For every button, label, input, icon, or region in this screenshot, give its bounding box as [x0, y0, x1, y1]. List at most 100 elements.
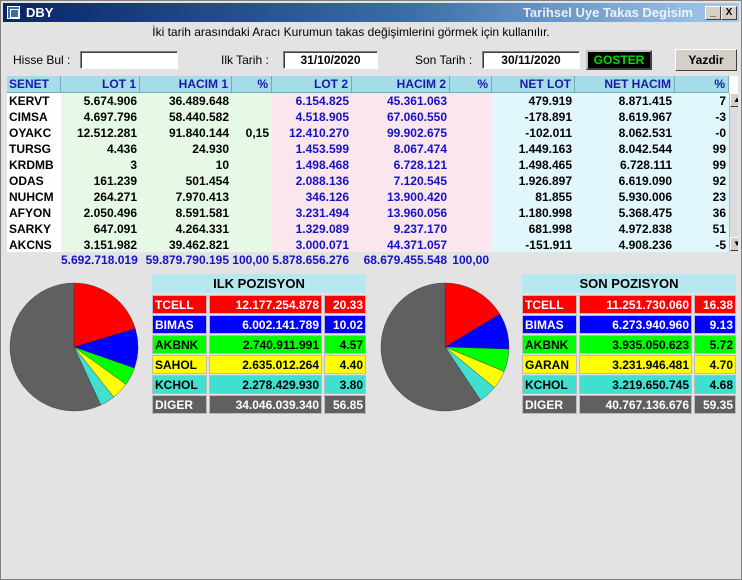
table-row[interactable]: AFYON 2.050.496 8.591.581 3.231.494 13.960.0… — [7, 205, 738, 222]
scroll-up-icon[interactable]: ▲ — [730, 93, 738, 107]
son-pozisyon-row: KCHOL 3.219.650.745 4.68 — [522, 375, 736, 394]
cell-net-pct: 99 — [675, 157, 729, 174]
cell-senet: CIMSA — [7, 109, 61, 126]
son-pozisyon-row: BIMAS 6.273.940.960 9.13 — [522, 315, 736, 334]
close-button[interactable]: X — [721, 6, 737, 20]
son-name-cell: GARAN — [522, 355, 577, 374]
cell-net-pct: 99 — [675, 141, 729, 158]
cell-net-hacim: 5.930.006 — [575, 189, 675, 206]
cell-senet: NUHCM — [7, 189, 61, 206]
table-row[interactable]: TURSG 4.436 24.930 1.453.599 8.067.474 1.449.… — [7, 141, 738, 158]
cell-net-pct: -3 — [675, 109, 729, 126]
cell-lot-1: 2.050.496 — [61, 205, 140, 222]
total-lot-1: 5.692.718.019 — [61, 253, 138, 266]
table-row[interactable]: KRDMB 3 10 1.498.468 6.728.121 1.498.465 6.728… — [7, 157, 738, 174]
table-row[interactable]: SARKY 647.091 4.264.331 1.329.089 9.237.170 6… — [7, 221, 738, 238]
scroll-down-icon[interactable]: ▼ — [730, 237, 738, 251]
cell-senet: AFYON — [7, 205, 61, 222]
cell-net-pct: -0 — [675, 125, 729, 142]
ilk-percent-cell: 56.85 — [324, 395, 366, 414]
cell-hacim-1: 10 — [140, 157, 232, 174]
goster-button[interactable]: GOSTER — [586, 50, 652, 70]
ilk-percent-cell: 4.57 — [324, 335, 366, 354]
column-header-hacim-1[interactable]: HACIM 1 — [140, 76, 232, 93]
ilk-pozisyon-title: ILK POZISYON — [152, 274, 366, 293]
ilk-pozisyon-row: KCHOL 2.278.429.930 3.80 — [152, 375, 366, 394]
ilk-name-cell: BIMAS — [152, 315, 207, 334]
cell-pct-2 — [450, 141, 492, 158]
son-pozisyon-title: SON POZISYON — [522, 274, 736, 293]
cell-net-lot: 479.919 — [492, 93, 575, 110]
cell-hacim-1: 7.970.413 — [140, 189, 232, 206]
column-header-hacim-2[interactable]: HACIM 2 — [352, 76, 450, 93]
cell-pct-2 — [450, 109, 492, 126]
cell-net-hacim: 5.368.475 — [575, 205, 675, 222]
ilk-name-cell: SAHOL — [152, 355, 207, 374]
ilk-pie-svg — [9, 282, 139, 412]
cell-lot-1: 264.271 — [61, 189, 140, 206]
cell-net-hacim: 4.972.838 — [575, 221, 675, 238]
table-row[interactable]: AKCNS 3.151.982 39.462.821 3.000.071 44.371.… — [7, 237, 738, 254]
table-row[interactable]: OYAKC 12.512.281 91.840.144 0,15 12.410.270 9… — [7, 125, 738, 142]
yazdir-button[interactable]: Yazdir — [675, 49, 737, 71]
column-header-pct-2[interactable]: % — [450, 76, 492, 93]
cell-hacim-2: 13.960.056 — [352, 205, 450, 222]
cell-net-lot: 81.855 — [492, 189, 575, 206]
total-pct-1: 100,00 — [232, 253, 269, 266]
cell-lot-1: 161.239 — [61, 173, 140, 190]
cell-pct-1 — [232, 141, 272, 158]
search-input[interactable] — [80, 51, 178, 69]
cell-pct-1 — [232, 109, 272, 126]
table-row[interactable]: NUHCM 264.271 7.970.413 346.126 13.900.420 81… — [7, 189, 738, 206]
column-header-senet[interactable]: SENET — [7, 76, 61, 93]
cell-hacim-1: 8.591.581 — [140, 205, 232, 222]
son-name-cell: KCHOL — [522, 375, 577, 394]
column-header-net-pct[interactable]: % — [675, 76, 729, 93]
cell-net-lot: -102.011 — [492, 125, 575, 142]
cell-hacim-1: 91.840.144 — [140, 125, 232, 142]
cell-lot-2: 6.154.825 — [272, 93, 352, 110]
minimize-button[interactable]: _ — [705, 6, 721, 20]
ilk-percent-cell: 10.02 — [324, 315, 366, 334]
ilk-slice-tcell — [73, 282, 136, 348]
cell-lot-1: 3.151.982 — [61, 237, 140, 254]
cell-lot-1: 3 — [61, 157, 140, 174]
total-pct-2: 100,00 — [452, 253, 489, 266]
table-scrollbar[interactable]: ▲ ▼ — [729, 93, 738, 252]
cell-pct-1 — [232, 205, 272, 222]
cell-net-pct: 36 — [675, 205, 729, 222]
end-date-label: Son Tarih : — [415, 53, 473, 67]
son-pozisyon-row: DIGER 40.767.136.676 59.35 — [522, 395, 736, 414]
son-amount-cell: 6.273.940.960 — [579, 315, 692, 334]
cell-pct-2 — [450, 93, 492, 110]
column-header-net-lot[interactable]: NET LOT — [492, 76, 575, 93]
cell-senet: TURSG — [7, 141, 61, 158]
title-bar[interactable]: DBY Tarihsel Uye Takas Degisim _ X — [3, 3, 739, 22]
table-row[interactable]: ODAS 161.239 501.454 2.088.136 7.120.545 1.92… — [7, 173, 738, 190]
column-header-lot-2[interactable]: LOT 2 — [272, 76, 352, 93]
cell-net-lot: 1.180.998 — [492, 205, 575, 222]
start-date-field[interactable]: 31/10/2020 — [283, 51, 378, 69]
takas-table: SENET LOT 1 HACIM 1% LOT 2 HACIM 2% NET LOT NE… — [7, 76, 738, 266]
cell-hacim-2: 44.371.057 — [352, 237, 450, 254]
cell-hacim-2: 45.361.063 — [352, 93, 450, 110]
ilk-percent-cell: 3.80 — [324, 375, 366, 394]
cell-hacim-2: 67.060.550 — [352, 109, 450, 126]
column-header-lot-1[interactable]: LOT 1 — [61, 76, 140, 93]
cell-hacim-2: 7.120.545 — [352, 173, 450, 190]
table-totals: 5.692.718.019 59.879.790.195 100,00 5.878.6… — [7, 252, 738, 266]
son-amount-cell: 3.231.946.481 — [579, 355, 692, 374]
son-pozisyon-row: AKBNK 3.935.050.623 5.72 — [522, 335, 736, 354]
column-header-pct-1[interactable]: % — [232, 76, 272, 93]
cell-hacim-2: 13.900.420 — [352, 189, 450, 206]
column-header-net-hacim[interactable]: NET HACIM — [575, 76, 675, 93]
cell-lot-1: 5.674.906 — [61, 93, 140, 110]
ilk-pozisyon-pie — [8, 281, 140, 413]
cell-lot-2: 346.126 — [272, 189, 352, 206]
cell-net-hacim: 4.908.236 — [575, 237, 675, 254]
cell-lot-1: 647.091 — [61, 221, 140, 238]
table-row[interactable]: KERVT 5.674.906 36.489.648 6.154.825 45.361.… — [7, 93, 738, 110]
instruction-text: İki tarih arasındaki Aracı Kurumun takas… — [152, 25, 550, 39]
table-row[interactable]: CIMSA 4.697.796 58.440.582 4.518.905 67.060.… — [7, 109, 738, 126]
end-date-field[interactable]: 30/11/2020 — [482, 51, 580, 69]
